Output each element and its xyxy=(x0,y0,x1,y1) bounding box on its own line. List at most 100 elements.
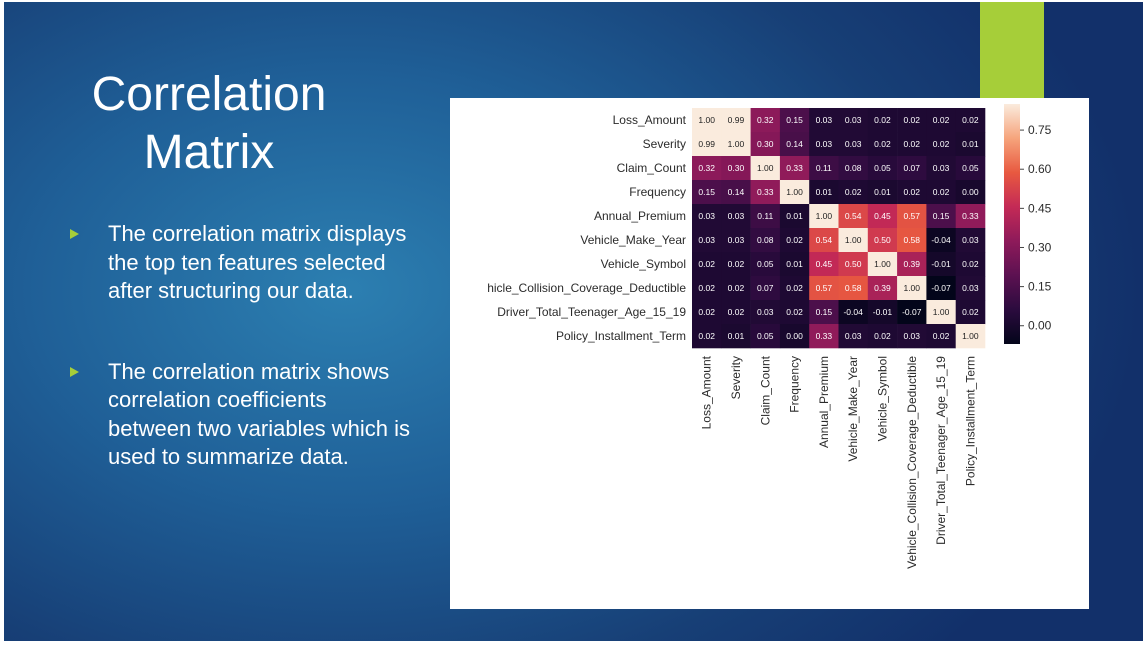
heatmap-cell xyxy=(692,252,722,277)
heatmap-cell xyxy=(897,276,927,301)
heatmap-cell xyxy=(692,324,722,349)
cell-value-label: 0.33 xyxy=(786,163,803,173)
heatmap-cell xyxy=(692,300,722,325)
heatmap-cell xyxy=(926,132,956,157)
bullet-list: The correlation matrix displays the top … xyxy=(66,220,411,472)
heatmap-cell xyxy=(779,300,810,325)
heatmap-cell xyxy=(897,156,927,181)
cell-value-label: 0.03 xyxy=(698,235,715,245)
cell-value-label: -0.01 xyxy=(931,259,951,269)
heatmap-cell xyxy=(809,276,839,301)
heatmap-cell xyxy=(721,204,751,229)
heatmap-cell xyxy=(809,228,839,253)
cell-value-label: 0.39 xyxy=(874,283,891,293)
cell-value-label: 0.02 xyxy=(933,115,950,125)
heatmap-cell xyxy=(692,204,722,229)
cell-value-label: 0.01 xyxy=(786,211,803,221)
row-tick-label: Annual_Premium xyxy=(594,209,686,223)
slide-title: Correlation Matrix xyxy=(44,66,374,182)
heatmap-cell xyxy=(955,252,986,277)
heatmap-cell xyxy=(867,204,898,229)
row-tick-label: Policy_Installment_Term xyxy=(556,329,686,343)
cell-value-label: 0.03 xyxy=(698,211,715,221)
heatmap-cell xyxy=(809,252,839,277)
cell-value-label: 0.33 xyxy=(757,187,774,197)
heatmap-cell xyxy=(692,108,722,133)
heatmap-cell xyxy=(809,324,839,349)
cell-value-label: 0.99 xyxy=(698,139,715,149)
bullet-item: The correlation matrix displays the top … xyxy=(66,220,411,306)
heatmap-cell xyxy=(721,324,751,349)
cell-value-label: 0.03 xyxy=(845,139,862,149)
heatmap-cell xyxy=(692,156,722,181)
heatmap-cell xyxy=(897,324,927,349)
heatmap-cell xyxy=(838,108,869,133)
cell-value-label: 0.15 xyxy=(698,187,715,197)
heatmap-cell xyxy=(867,132,898,157)
heatmap-cell xyxy=(867,252,898,277)
correlation-heatmap-panel: 1.00 0.99 0.32 0.15 0.03 0.03 0.02 0.02 0.02 0.02… xyxy=(450,98,1089,609)
slide: Correlation Matrix The correlation matri… xyxy=(4,2,1143,641)
cell-value-label: 0.05 xyxy=(962,163,979,173)
column-tick-label: Vehicle_Make_Year xyxy=(846,356,860,462)
colorbar-tick-label: 0.60 xyxy=(1028,162,1052,176)
cell-value-label: 0.02 xyxy=(962,307,979,317)
cell-value-label: 0.02 xyxy=(903,187,920,197)
cell-value-label: -0.01 xyxy=(873,307,893,317)
cell-value-label: 0.01 xyxy=(874,187,891,197)
heatmap-cell xyxy=(721,108,751,133)
cell-value-label: 1.00 xyxy=(845,235,862,245)
cell-value-label: 0.00 xyxy=(786,331,803,341)
cell-value-label: 1.00 xyxy=(874,259,891,269)
cell-value-label: 0.01 xyxy=(962,139,979,149)
cell-value-label: 0.02 xyxy=(874,331,891,341)
heatmap-cell xyxy=(838,132,869,157)
row-tick-label: Severity xyxy=(643,137,686,151)
cell-value-label: 1.00 xyxy=(786,187,803,197)
cell-value-label: 0.02 xyxy=(933,331,950,341)
cell-value-label: 0.05 xyxy=(757,259,774,269)
heatmap-cell xyxy=(721,180,751,205)
row-tick-label: hicle_Collision_Coverage_Deductible xyxy=(487,281,686,295)
heatmap-cell xyxy=(721,132,751,157)
column-tick-label: Policy_Installment_Term xyxy=(963,356,977,486)
cell-value-label: 0.57 xyxy=(903,211,920,221)
cell-value-label: 0.02 xyxy=(962,115,979,125)
row-tick-label: Loss_Amount xyxy=(613,113,687,127)
heatmap-cell xyxy=(809,132,839,157)
heatmap-cell xyxy=(867,156,898,181)
bullet-text: The correlation matrix displays the top … xyxy=(108,221,407,303)
heatmap-cell xyxy=(692,276,722,301)
cell-value-label: 0.11 xyxy=(757,211,773,221)
cell-value-label: -0.04 xyxy=(843,307,863,317)
heatmap-cell xyxy=(926,324,956,349)
heatmap-cell xyxy=(721,156,751,181)
heatmap-cell xyxy=(692,228,722,253)
heatmap-cell xyxy=(897,132,927,157)
heatmap-cell xyxy=(955,132,986,157)
heatmap-cell xyxy=(779,132,810,157)
cell-value-label: 0.99 xyxy=(728,115,745,125)
heatmap-cell xyxy=(838,180,869,205)
heatmap-cell xyxy=(926,228,956,253)
heatmap-cell xyxy=(809,108,839,133)
heatmap-cell xyxy=(779,180,810,205)
row-tick-label: Frequency xyxy=(629,185,686,199)
colorbar-tick-label: 0.00 xyxy=(1028,319,1052,333)
cell-value-label: 0.54 xyxy=(816,235,833,245)
accent-bar xyxy=(980,2,1044,108)
column-tick-label: Claim_Count xyxy=(758,355,772,425)
heatmap-cell xyxy=(897,228,927,253)
column-tick-label: Frequency xyxy=(788,356,802,413)
cell-value-label: 0.01 xyxy=(816,187,833,197)
heatmap-cell xyxy=(897,180,927,205)
heatmap-cell xyxy=(897,300,927,325)
heatmap-cell xyxy=(779,276,810,301)
heatmap-cell xyxy=(779,228,810,253)
cell-value-label: -0.07 xyxy=(902,307,922,317)
cell-value-label: 0.30 xyxy=(728,163,745,173)
heatmap-cell xyxy=(809,156,839,181)
title-line-2: Matrix xyxy=(143,126,275,179)
heatmap-cell xyxy=(721,276,751,301)
cell-value-label: 0.02 xyxy=(903,115,920,125)
